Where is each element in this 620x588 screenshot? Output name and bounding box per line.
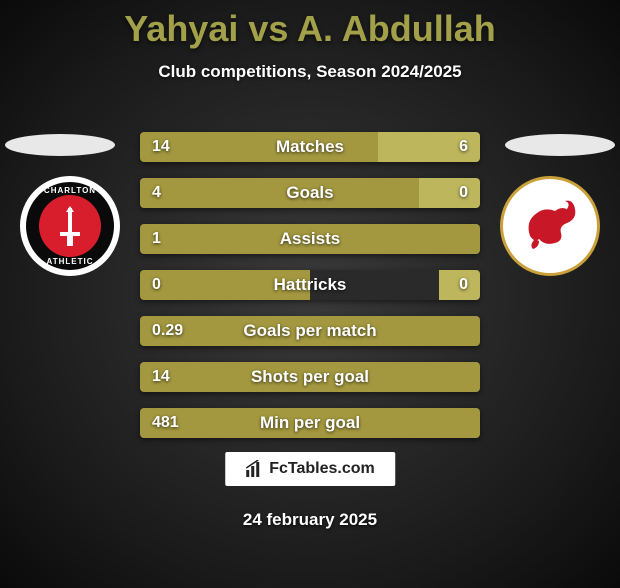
- stat-value-left: 1: [140, 224, 173, 254]
- stat-label: Min per goal: [140, 408, 480, 438]
- comparison-title: Yahyai vs A. Abdullah: [0, 8, 620, 50]
- stat-row: Shots per goal14: [140, 362, 480, 392]
- stat-label: Goals: [140, 178, 480, 208]
- stat-value-left: 0.29: [140, 316, 195, 346]
- stat-value-left: 14: [140, 362, 182, 392]
- stat-value-right: 0: [447, 178, 480, 208]
- brand-text: FcTables.com: [269, 460, 375, 478]
- stat-row: Hattricks0 0: [140, 270, 480, 300]
- stat-value-left: 14: [140, 132, 182, 162]
- stat-value-right: 6: [447, 132, 480, 162]
- club-crest-right: [500, 176, 600, 276]
- player-shadow-right: [505, 134, 615, 156]
- stat-row: Assists1: [140, 224, 480, 254]
- club-crest-left: CHARLTON ATHLETIC: [20, 176, 120, 276]
- stat-row: Goals per match0.29: [140, 316, 480, 346]
- stat-label: Assists: [140, 224, 480, 254]
- chart-icon: [245, 460, 263, 478]
- stat-value-left: 0: [140, 270, 173, 300]
- stat-label: Shots per goal: [140, 362, 480, 392]
- player-shadow-left: [5, 134, 115, 156]
- sword-icon: [48, 204, 92, 248]
- stat-row: Min per goal481: [140, 408, 480, 438]
- crest-left-inner: [39, 195, 101, 257]
- comparison-subtitle: Club competitions, Season 2024/2025: [0, 62, 620, 82]
- stat-value-left: 4: [140, 178, 173, 208]
- stat-bars-container: Matches146Goals40Assists1Hattricks00Goal…: [140, 132, 480, 454]
- crest-left-text-bottom: ATHLETIC: [26, 257, 114, 266]
- dragon-icon: [515, 191, 585, 261]
- stat-label: Matches: [140, 132, 480, 162]
- stat-value-left: 481: [140, 408, 191, 438]
- crest-left-text-top: CHARLTON: [26, 186, 114, 195]
- stat-row: Matches14 6: [140, 132, 480, 162]
- stat-label: Hattricks: [140, 270, 480, 300]
- stat-row: Goals4 0: [140, 178, 480, 208]
- comparison-date: 24 february 2025: [0, 510, 620, 530]
- stat-value-right: 0: [447, 270, 480, 300]
- brand-badge[interactable]: FcTables.com: [225, 452, 395, 486]
